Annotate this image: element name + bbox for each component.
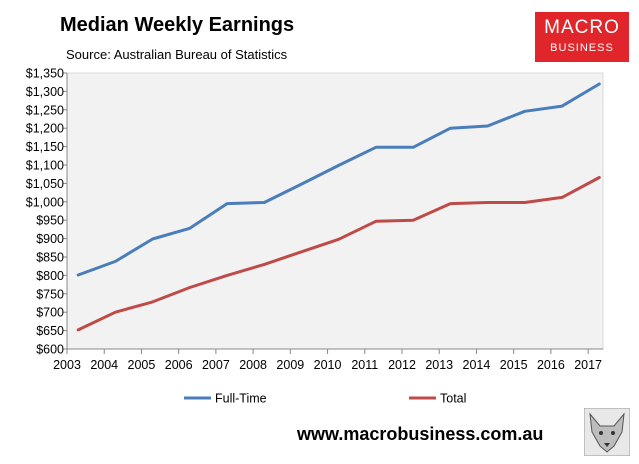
data-point-full-time [114, 260, 117, 263]
website-url: www.macrobusiness.com.au [297, 424, 544, 444]
x-tick-label: 2005 [128, 358, 156, 372]
data-point-full-time [151, 237, 154, 241]
x-tick-label: 2017 [574, 358, 602, 372]
y-tick-label: $1,300 [26, 85, 64, 99]
data-point-full-time [263, 201, 266, 204]
x-tick-label: 2014 [463, 358, 491, 372]
data-point-total [225, 274, 229, 277]
data-point-full-time [523, 110, 527, 113]
data-point-total [486, 201, 489, 204]
x-tick-label: 2015 [500, 358, 528, 372]
data-point-full-time [449, 127, 452, 130]
fox-logo-icon [584, 408, 630, 456]
data-point-total [151, 300, 154, 304]
y-tick-label: $1,200 [26, 122, 64, 136]
data-point-total [337, 238, 340, 241]
data-point-total [263, 263, 266, 266]
x-tick-label: 2007 [202, 358, 230, 372]
data-point-full-time [225, 202, 229, 205]
data-point-full-time [374, 146, 378, 149]
data-point-full-time [188, 227, 192, 230]
plot-area [66, 72, 604, 350]
data-point-full-time [560, 104, 564, 108]
data-point-total [76, 328, 80, 332]
legend-label-full-time: Full-Time [215, 392, 267, 406]
y-tick-label: $850 [36, 251, 64, 265]
data-point-total [374, 220, 378, 223]
macrobusiness-logo: MACRO BUSINESS [535, 12, 629, 62]
y-tick-label: $600 [36, 343, 64, 357]
chart-title: Median Weekly Earnings [60, 14, 295, 36]
logo-line-macro: MACRO [544, 17, 620, 38]
x-tick-label: 2003 [53, 358, 81, 372]
x-tick-label: 2009 [276, 358, 304, 372]
data-point-full-time [486, 124, 489, 128]
x-tick-label: 2011 [351, 358, 378, 372]
data-point-total [598, 176, 601, 179]
y-tick-label: $1,350 [26, 67, 64, 81]
x-tick-label: 2013 [425, 358, 453, 372]
x-tick-label: 2012 [388, 358, 416, 372]
y-tick-label: $950 [36, 214, 64, 228]
data-point-total [523, 201, 527, 204]
chart-subtitle: Source: Australian Bureau of Statistics [66, 47, 288, 62]
x-tick-label: 2016 [537, 358, 565, 372]
legend-label-total: Total [440, 392, 466, 406]
data-point-full-time [300, 182, 303, 186]
data-point-total [114, 311, 117, 314]
y-tick-label: $750 [36, 287, 64, 301]
y-tick-label: $700 [36, 306, 64, 320]
y-tick-label: $1,150 [26, 140, 64, 154]
data-point-total [188, 286, 192, 289]
y-tick-label: $800 [36, 269, 64, 283]
y-tick-label: $650 [36, 324, 64, 338]
x-tick-label: 2004 [90, 358, 118, 372]
data-point-total [449, 202, 452, 205]
data-point-total [411, 219, 415, 222]
logo-line-business: BUSINESS [550, 42, 614, 54]
data-point-full-time [411, 146, 415, 149]
x-tick-label: 2010 [314, 358, 342, 372]
y-tick-label: $1,100 [26, 159, 64, 173]
data-point-full-time [598, 82, 601, 86]
data-point-full-time [76, 273, 80, 277]
data-point-total [560, 196, 564, 199]
x-tick-label: 2006 [165, 358, 193, 372]
data-point-total [300, 250, 303, 254]
y-tick-label: $1,050 [26, 177, 64, 191]
y-tick-label: $900 [36, 232, 64, 246]
x-tick-label: 2008 [239, 358, 267, 372]
data-point-full-time [337, 164, 340, 167]
y-tick-label: $1,250 [26, 103, 64, 117]
y-tick-label: $1,000 [26, 195, 64, 209]
